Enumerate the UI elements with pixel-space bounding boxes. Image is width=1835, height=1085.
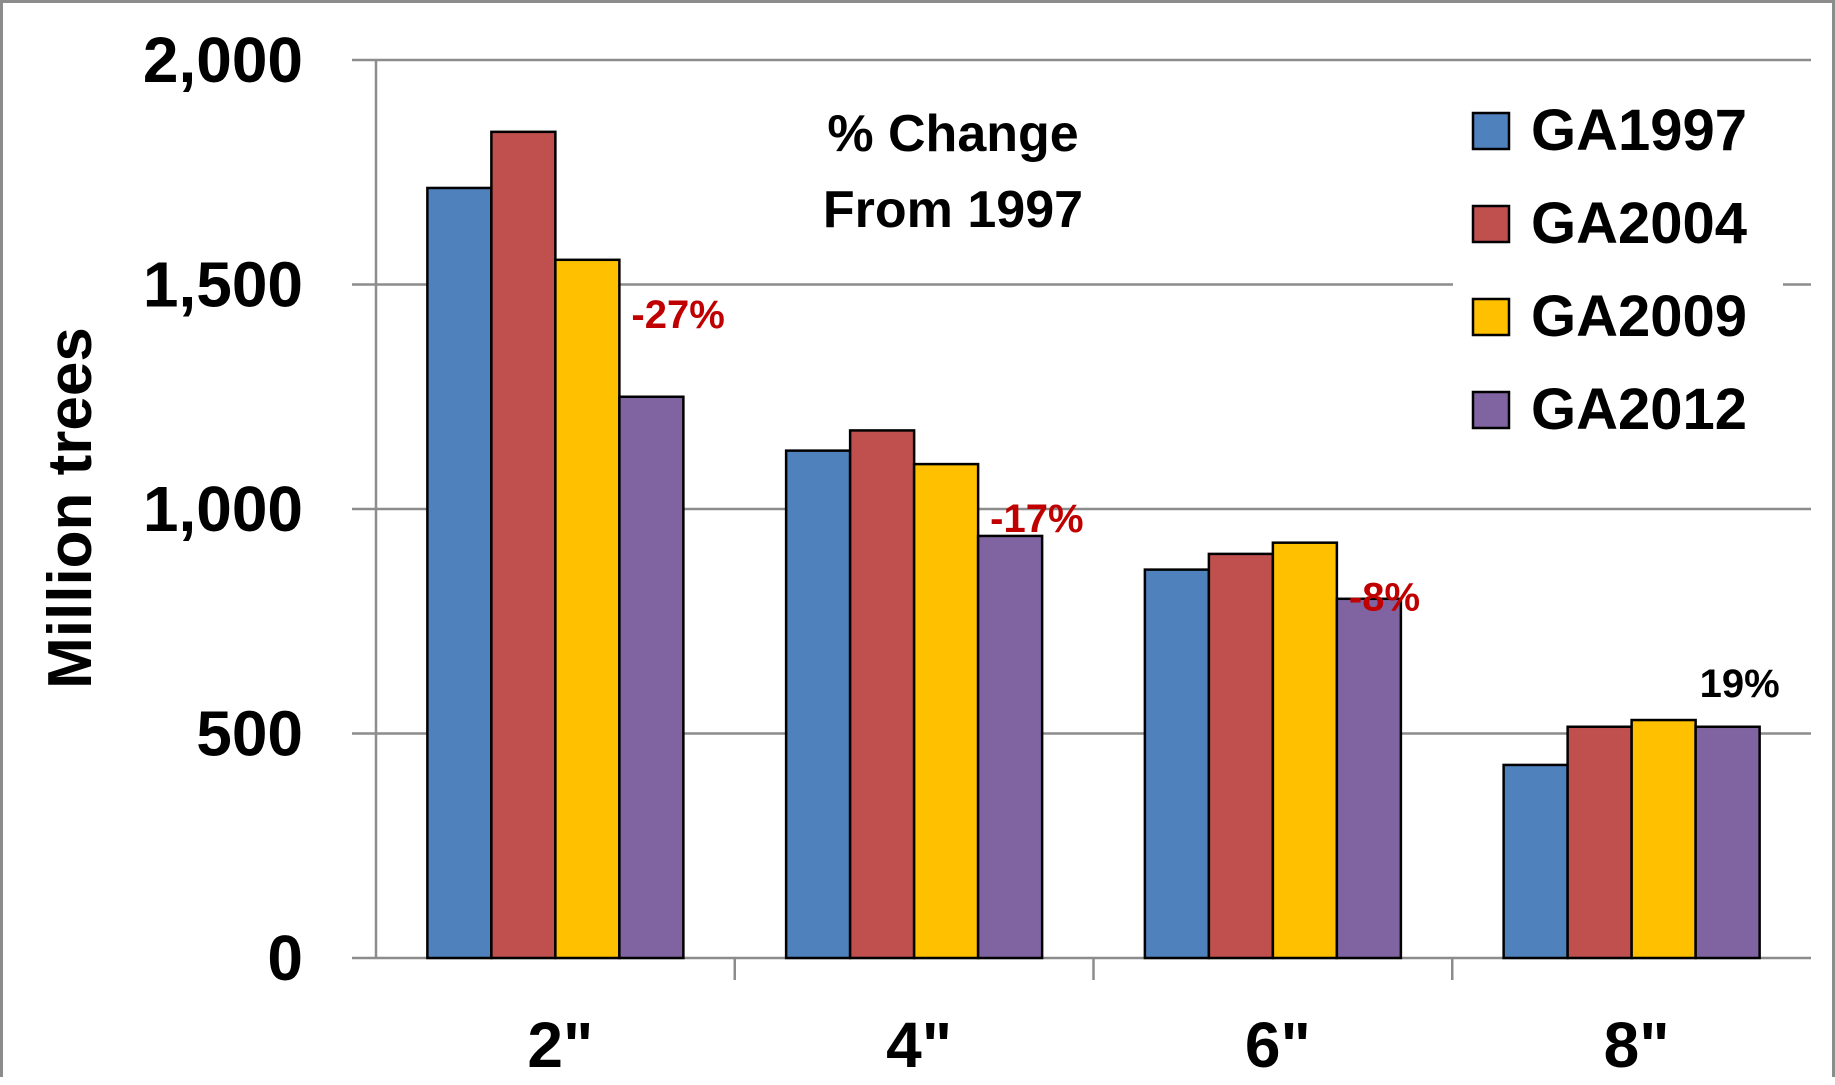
labels: 0 500 1,000 1,500 2,000 Million trees 2" 4" 6" 8"… xyxy=(36,24,1780,1081)
bar-ga1997-1 xyxy=(784,449,852,960)
y-tick-label: 1,500 xyxy=(143,249,303,321)
legend-label: GA1997 xyxy=(1531,98,1747,163)
legend-swatch xyxy=(1471,297,1511,337)
change-label: 19% xyxy=(1700,662,1780,706)
change-label: -8% xyxy=(1349,576,1420,620)
y-tick-label: 2,000 xyxy=(143,24,303,96)
bar-ga2012-2 xyxy=(1335,597,1403,960)
y-tick-label: 1,000 xyxy=(143,473,303,545)
bar-ga2009-0 xyxy=(554,258,621,960)
bar-ga2012-0 xyxy=(618,395,685,960)
y-tick-label: 500 xyxy=(196,698,303,770)
y-tick-label: 0 xyxy=(267,922,303,994)
legend-swatch xyxy=(1471,204,1511,244)
change-label: -17% xyxy=(990,497,1083,541)
bar-ga1997-2 xyxy=(1143,568,1211,960)
y-axis-label: Million trees xyxy=(36,327,105,689)
bar-ga2009-2 xyxy=(1271,541,1339,960)
legend-label: GA2009 xyxy=(1531,284,1747,349)
legend: GA1997 GA2004 GA2009 GA2012 xyxy=(1453,93,1783,453)
x-tick-label: 8" xyxy=(1604,1009,1670,1080)
bar-ga2004-2 xyxy=(1207,552,1275,960)
bar-ga2009-1 xyxy=(912,462,980,960)
bar-ga1997-3 xyxy=(1502,763,1569,960)
change-label: -27% xyxy=(631,293,724,337)
legend-label: GA2012 xyxy=(1531,377,1747,442)
x-tick-label: 6" xyxy=(1245,1009,1311,1080)
annotation-heading-line: % Change xyxy=(827,105,1078,163)
legend-label: GA2004 xyxy=(1531,191,1747,256)
bars xyxy=(426,130,1761,960)
legend-swatch xyxy=(1471,390,1511,430)
bar-ga2009-3 xyxy=(1630,718,1697,960)
bar-ga1997-0 xyxy=(426,186,493,960)
legend-swatch xyxy=(1471,111,1511,151)
bar-ga2004-0 xyxy=(490,130,557,960)
bar-ga2004-1 xyxy=(848,429,916,960)
bar-ga2004-3 xyxy=(1566,725,1633,960)
annotation-heading-line: From 1997 xyxy=(823,181,1083,239)
bar-ga2012-1 xyxy=(976,534,1044,960)
bar-chart: 0 500 1,000 1,500 2,000 Million trees 2" 4" 6" 8"… xyxy=(36,24,1811,1081)
x-tick-label: 4" xyxy=(886,1009,952,1080)
bar-ga2012-3 xyxy=(1694,725,1761,960)
x-tick-label: 2" xyxy=(527,1009,593,1080)
